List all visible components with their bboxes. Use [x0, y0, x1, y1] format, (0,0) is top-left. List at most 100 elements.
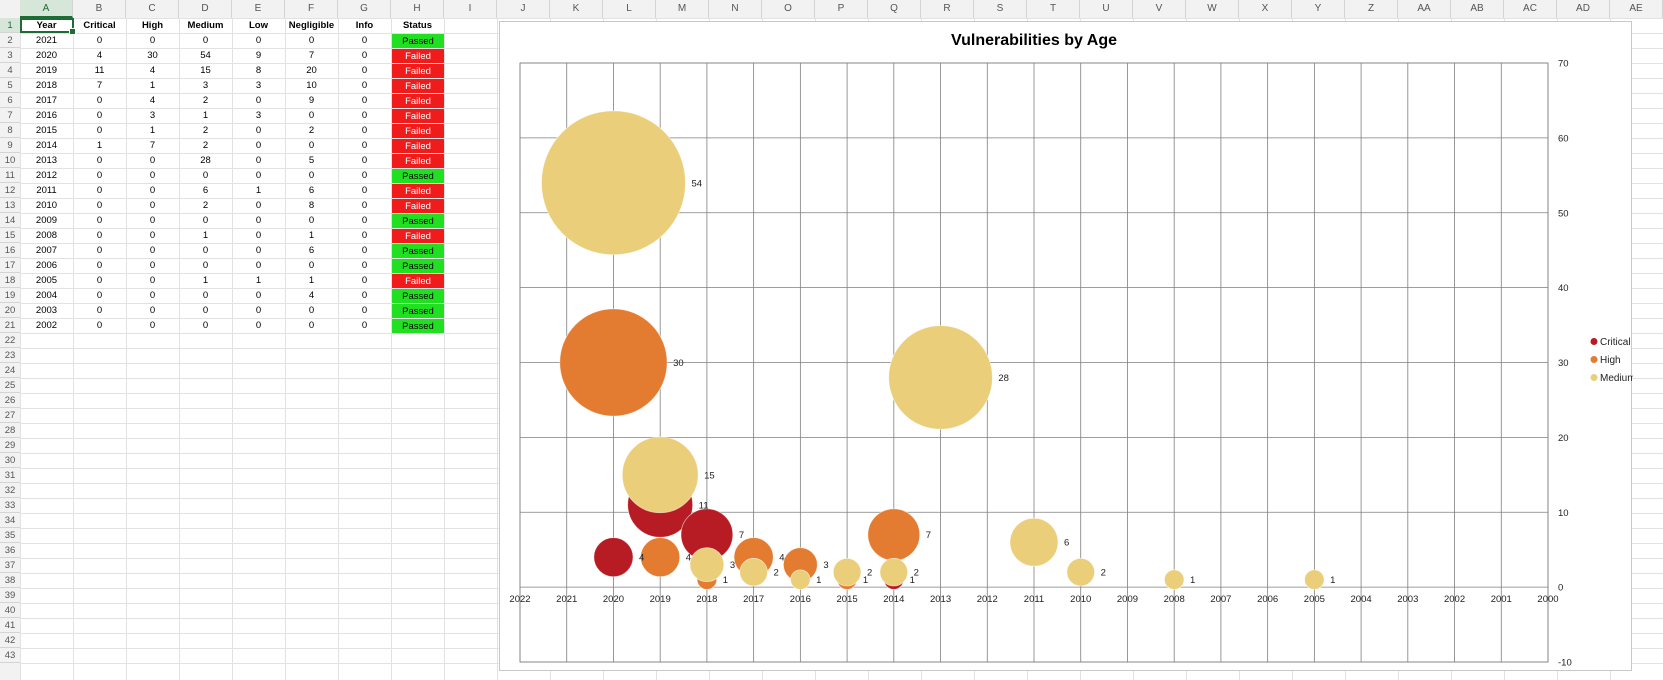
table-cell[interactable]: 0 [361, 140, 368, 151]
column-header-ab[interactable]: AB [1451, 0, 1504, 18]
table-cell[interactable]: 2014 [35, 140, 58, 151]
table-cell[interactable]: 1 [202, 275, 209, 286]
table-cell[interactable]: 2010 [35, 200, 58, 211]
status-cell[interactable]: Failed [392, 229, 444, 243]
bubble-chart[interactable]: Vulnerabilities by Age 2022 2021 2020 2019 20… [499, 21, 1633, 671]
table-cell[interactable]: 2019 [35, 65, 58, 76]
table-cell[interactable]: 0 [96, 170, 103, 181]
table-cell[interactable]: 0 [149, 230, 156, 241]
table-cell[interactable]: 1 [149, 80, 156, 91]
row-header-42[interactable]: 42 [0, 633, 20, 648]
column-header-s[interactable]: S [974, 0, 1027, 18]
table-cell[interactable]: 0 [96, 260, 103, 271]
header-cell-info[interactable]: Info [355, 20, 374, 31]
column-header-t[interactable]: T [1027, 0, 1080, 18]
table-cell[interactable]: 0 [96, 320, 103, 331]
table-cell[interactable]: 0 [361, 35, 368, 46]
row-header-14[interactable]: 14 [0, 213, 20, 228]
column-header-h[interactable]: H [391, 0, 444, 18]
column-header-o[interactable]: O [762, 0, 815, 18]
table-cell[interactable]: 1 [255, 185, 262, 196]
row-header-15[interactable]: 15 [0, 228, 20, 243]
column-header-d[interactable]: D [179, 0, 232, 18]
table-cell[interactable]: 0 [149, 245, 156, 256]
row-header-11[interactable]: 11 [0, 168, 20, 183]
table-cell[interactable]: 0 [96, 185, 103, 196]
table-cell[interactable]: 0 [96, 230, 103, 241]
table-cell[interactable]: 20 [306, 65, 317, 76]
table-cell[interactable]: 0 [255, 245, 262, 256]
table-cell[interactable]: 0 [255, 140, 262, 151]
table-cell[interactable]: 3 [255, 80, 262, 91]
table-cell[interactable]: 2016 [35, 110, 58, 121]
table-cell[interactable]: 1 [202, 110, 209, 121]
table-cell[interactable]: 28 [200, 155, 211, 166]
row-header-32[interactable]: 32 [0, 483, 20, 498]
row-header-39[interactable]: 39 [0, 588, 20, 603]
table-cell[interactable]: 0 [308, 170, 315, 181]
table-cell[interactable]: 0 [308, 305, 315, 316]
table-cell[interactable]: 0 [361, 80, 368, 91]
table-cell[interactable]: 2020 [35, 50, 58, 61]
row-header-18[interactable]: 18 [0, 273, 20, 288]
row-header-3[interactable]: 3 [0, 48, 20, 63]
header-cell-year[interactable]: Year [36, 20, 57, 31]
table-cell[interactable]: 0 [96, 110, 103, 121]
row-header-27[interactable]: 27 [0, 408, 20, 423]
table-cell[interactable]: 0 [96, 155, 103, 166]
row-header-2[interactable]: 2 [0, 33, 20, 48]
column-header-p[interactable]: P [815, 0, 868, 18]
table-cell[interactable]: 0 [255, 170, 262, 181]
column-header-y[interactable]: Y [1292, 0, 1345, 18]
table-cell[interactable]: 2012 [35, 170, 58, 181]
column-header-k[interactable]: K [550, 0, 603, 18]
table-cell[interactable]: 0 [96, 200, 103, 211]
table-cell[interactable]: 2017 [35, 95, 58, 106]
table-cell[interactable]: 0 [361, 320, 368, 331]
table-cell[interactable]: 6 [202, 185, 209, 196]
table-cell[interactable]: 15 [200, 65, 211, 76]
row-header-40[interactable]: 40 [0, 603, 20, 618]
table-cell[interactable]: 54 [200, 50, 211, 61]
column-header-q[interactable]: Q [868, 0, 921, 18]
column-header-j[interactable]: J [497, 0, 550, 18]
column-header-e[interactable]: E [232, 0, 285, 18]
table-cell[interactable]: 0 [202, 215, 209, 226]
table-cell[interactable]: 0 [255, 35, 262, 46]
table-cell[interactable]: 0 [255, 230, 262, 241]
status-cell[interactable]: Passed [392, 319, 444, 333]
table-cell[interactable]: 0 [149, 155, 156, 166]
table-cell[interactable]: 0 [361, 50, 368, 61]
column-header-v[interactable]: V [1133, 0, 1186, 18]
status-cell[interactable]: Failed [392, 199, 444, 213]
row-header-13[interactable]: 13 [0, 198, 20, 213]
table-cell[interactable]: 2 [202, 140, 209, 151]
table-cell[interactable]: 0 [202, 320, 209, 331]
table-cell[interactable]: 3 [255, 110, 262, 121]
table-cell[interactable]: 1 [308, 275, 315, 286]
table-cell[interactable]: 0 [255, 290, 262, 301]
row-header-43[interactable]: 43 [0, 648, 20, 663]
table-cell[interactable]: 0 [308, 215, 315, 226]
table-cell[interactable]: 8 [255, 65, 262, 76]
row-header-33[interactable]: 33 [0, 498, 20, 513]
table-cell[interactable]: 0 [96, 245, 103, 256]
column-header-c[interactable]: C [126, 0, 179, 18]
table-cell[interactable]: 2007 [35, 245, 58, 256]
column-header-g[interactable]: G [338, 0, 391, 18]
table-cell[interactable]: 0 [308, 260, 315, 271]
table-cell[interactable]: 6 [308, 245, 315, 256]
table-cell[interactable]: 4 [149, 95, 156, 106]
status-cell[interactable]: Failed [392, 154, 444, 168]
table-cell[interactable]: 2021 [35, 35, 58, 46]
row-header-21[interactable]: 21 [0, 318, 20, 333]
table-cell[interactable]: 0 [149, 290, 156, 301]
column-header-f[interactable]: F [285, 0, 338, 18]
table-cell[interactable]: 8 [308, 200, 315, 211]
row-header-35[interactable]: 35 [0, 528, 20, 543]
column-header-b[interactable]: B [73, 0, 126, 18]
row-header-5[interactable]: 5 [0, 78, 20, 93]
status-cell[interactable]: Passed [392, 289, 444, 303]
table-cell[interactable]: 5 [308, 155, 315, 166]
status-cell[interactable]: Failed [392, 64, 444, 78]
